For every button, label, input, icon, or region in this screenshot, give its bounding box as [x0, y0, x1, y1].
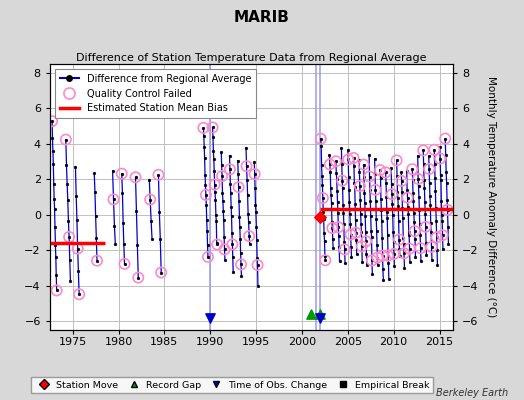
- Point: [117, 170, 126, 177]
- Point: [316, 311, 324, 317]
- Point: [408, 166, 417, 172]
- Point: [316, 136, 325, 142]
- Point: [350, 155, 358, 161]
- Point: [62, 136, 70, 143]
- Point: [334, 224, 343, 230]
- Point: [226, 166, 234, 172]
- Point: [414, 176, 422, 182]
- Point: [234, 184, 243, 190]
- Point: [368, 257, 376, 264]
- Point: [419, 147, 428, 154]
- Point: [365, 173, 374, 180]
- Point: [228, 241, 236, 248]
- Point: [344, 156, 353, 163]
- Point: [206, 314, 214, 321]
- Point: [48, 118, 56, 124]
- Point: [359, 162, 368, 168]
- Point: [132, 174, 140, 180]
- Point: [93, 258, 101, 264]
- Point: [417, 245, 425, 251]
- Point: [384, 252, 392, 259]
- Point: [321, 257, 330, 264]
- Point: [430, 146, 439, 153]
- Text: MARIB: MARIB: [234, 10, 290, 25]
- Point: [154, 172, 162, 178]
- Point: [443, 207, 452, 213]
- Point: [428, 244, 436, 250]
- Point: [52, 287, 61, 294]
- Point: [202, 192, 210, 198]
- Text: Berkeley Earth: Berkeley Earth: [436, 388, 508, 398]
- Point: [204, 254, 212, 260]
- Point: [209, 124, 217, 131]
- Point: [378, 252, 387, 259]
- Point: [326, 161, 334, 168]
- Point: [356, 183, 364, 189]
- Title: Difference of Station Temperature Data from Regional Average: Difference of Station Temperature Data f…: [77, 53, 427, 63]
- Point: [316, 214, 324, 220]
- Point: [121, 261, 129, 267]
- Point: [211, 181, 219, 188]
- Point: [245, 233, 253, 239]
- Point: [75, 291, 83, 298]
- Point: [397, 178, 406, 184]
- Point: [319, 195, 327, 201]
- Point: [395, 236, 403, 243]
- Point: [73, 246, 82, 252]
- Point: [242, 163, 250, 169]
- Point: [441, 135, 450, 142]
- Point: [432, 234, 441, 240]
- Point: [250, 171, 259, 177]
- Point: [381, 169, 390, 176]
- Point: [362, 238, 370, 244]
- Point: [316, 314, 324, 321]
- Point: [65, 234, 73, 240]
- Point: [346, 231, 355, 238]
- Point: [403, 194, 412, 201]
- Point: [199, 125, 208, 131]
- Point: [213, 241, 221, 248]
- Legend: Difference from Regional Average, Quality Control Failed, Estimated Station Mean: Difference from Regional Average, Qualit…: [54, 69, 256, 118]
- Point: [388, 191, 396, 198]
- Point: [110, 196, 118, 203]
- Point: [338, 178, 346, 184]
- Point: [332, 158, 340, 164]
- Point: [425, 166, 433, 172]
- Point: [390, 251, 398, 257]
- Point: [406, 246, 414, 252]
- Point: [376, 167, 384, 173]
- Point: [371, 187, 379, 193]
- Point: [421, 224, 430, 230]
- Point: [439, 232, 447, 238]
- Point: [358, 243, 366, 250]
- Point: [392, 157, 401, 164]
- Point: [436, 156, 444, 162]
- Point: [220, 246, 228, 252]
- Point: [218, 173, 226, 179]
- Point: [400, 250, 408, 256]
- Point: [410, 228, 419, 234]
- Point: [253, 262, 261, 268]
- Point: [237, 261, 245, 268]
- Point: [328, 225, 336, 231]
- Point: [352, 230, 360, 236]
- Point: [146, 196, 155, 203]
- Point: [134, 274, 143, 281]
- Point: [157, 269, 166, 276]
- Point: [307, 311, 315, 317]
- Point: [341, 246, 349, 253]
- Point: [373, 254, 381, 261]
- Legend: Station Move, Record Gap, Time of Obs. Change, Empirical Break: Station Move, Record Gap, Time of Obs. C…: [31, 377, 433, 393]
- Y-axis label: Monthly Temperature Anomaly Difference (°C): Monthly Temperature Anomaly Difference (…: [486, 76, 496, 318]
